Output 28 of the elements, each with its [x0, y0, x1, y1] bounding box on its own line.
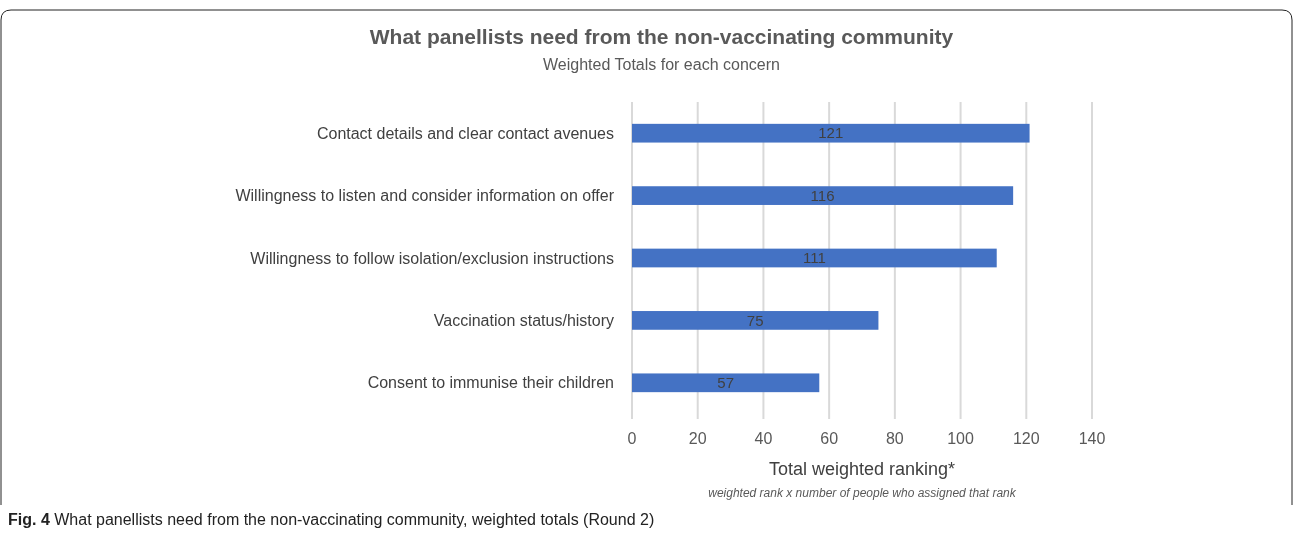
bar [632, 123, 1030, 143]
bar [632, 373, 820, 393]
y-tick-label: Consent to immunise their children [367, 374, 614, 392]
x-tick-label: 20 [688, 430, 707, 447]
data-label: 121 [818, 124, 844, 142]
y-tick-label: Willingness to follow isolation/exclusion instructions [250, 249, 614, 267]
y-tick-label: Willingness to listen and consider information on offer [235, 187, 615, 205]
text: weighted rank x number of people who assigned that rank [708, 486, 1017, 500]
y-tick-label: Vaccination status/history [433, 312, 614, 329]
x-tick-label: 0 [627, 430, 637, 447]
x-tick-label: 80 [885, 430, 904, 447]
x-tick-label: 100 [947, 430, 975, 447]
x-tick-label: 60 [820, 430, 839, 447]
data-label: 111 [802, 249, 826, 267]
x-tick-label: 140 [1078, 430, 1106, 447]
x-tick-label: 40 [754, 430, 773, 447]
x-tick-label: 120 [1012, 430, 1040, 447]
data-label: 116 [810, 186, 835, 204]
chart-title: What panellists need from the non-vaccinating community [369, 25, 954, 48]
x-axis-title: Total weighted ranking* [768, 459, 956, 479]
bar [632, 248, 997, 268]
caption: Fig. 4 What panellists need from the non-vaccinating community, weighted totals (Round 2) [8, 511, 655, 528]
y-tick-label: Contact details and clear contact avenues [316, 124, 614, 142]
bar [632, 311, 879, 330]
chart-subtitle: Weighted Totals for each concern [543, 56, 780, 73]
data-label: 75 [746, 311, 764, 329]
data-label: 57 [717, 374, 734, 392]
bar [632, 186, 1014, 205]
